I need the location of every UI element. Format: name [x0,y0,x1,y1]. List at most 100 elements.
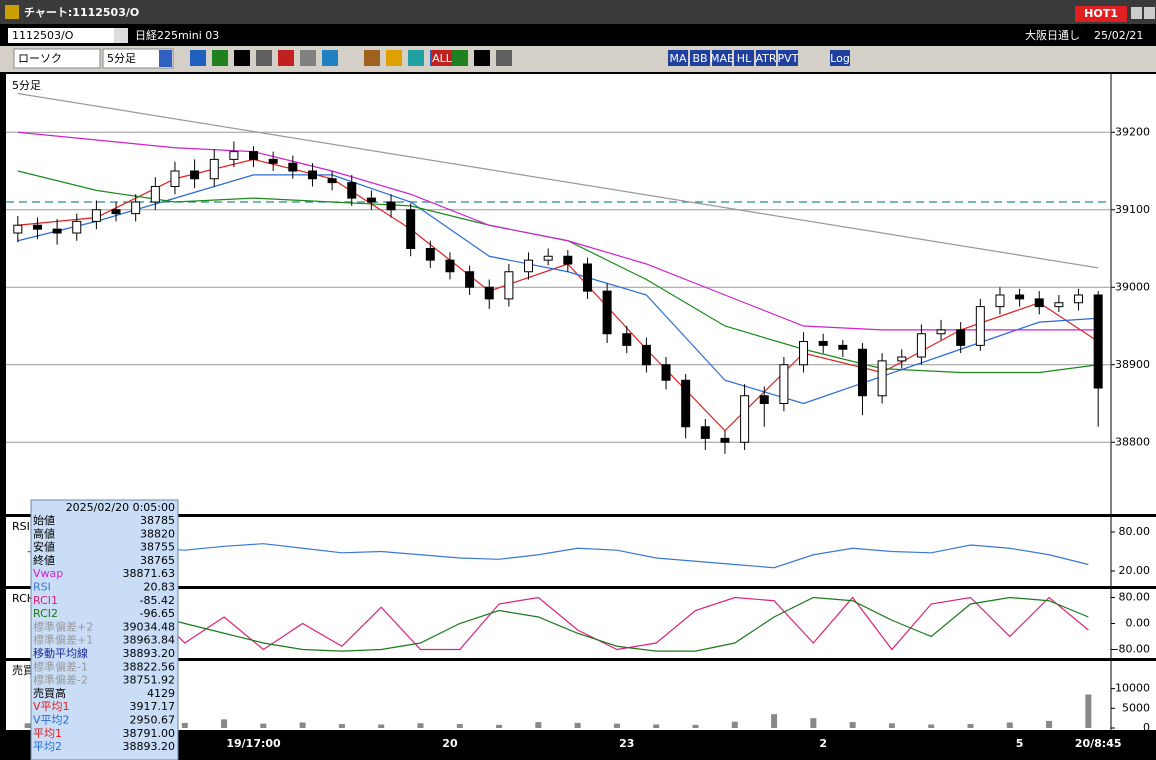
candle-body [150,186,160,203]
toolbar-button-label: PVT [778,52,799,65]
info-value: 38765 [140,554,175,567]
panel-label: RCI [12,592,30,605]
title-bar [0,0,1156,24]
window-title: チャート:1112503/O [24,6,139,19]
candle-body [13,224,23,234]
info-label: RCI2 [33,607,58,620]
candle-body [897,356,907,362]
info-label: 始値 [33,513,55,527]
info-label: RSI [33,581,51,594]
volume-bar [888,723,895,728]
volume-bar [221,719,228,728]
toolbar-icon[interactable] [496,50,512,66]
candle-body [484,286,494,300]
toolbar-icon[interactable] [212,50,228,66]
toolbar-button[interactable] [778,50,798,66]
candle-body [543,255,553,261]
hot-badge[interactable] [1075,6,1127,22]
candle-body [916,333,926,358]
chart-type: ローソク [18,52,62,65]
info-value: 38963.84 [123,634,176,647]
info-label: Vwap [33,567,63,580]
info-label: 売買高 [33,686,66,700]
candle-body [1074,294,1084,304]
candle-body [661,364,671,381]
info-label: RCI1 [33,594,58,607]
code-dropdown[interactable] [114,28,128,43]
info-label: 安値 [33,540,55,554]
candle-body [700,426,710,439]
volume-bar [810,718,817,728]
toolbar-icon[interactable] [256,50,272,66]
toolbar-button[interactable] [690,50,710,66]
toolbar-icon[interactable] [364,50,380,66]
volume-bar [653,724,660,728]
volume-panel [6,661,1156,730]
volume-bar [1006,722,1013,728]
info-label: 標準偏差-2 [33,673,88,687]
panel-label: 5分足 [12,79,41,92]
toolbar-button-label: MA [669,52,686,65]
toolbar-button[interactable] [756,50,776,66]
toolbar-button[interactable] [734,50,754,66]
minimize-button[interactable] [1131,7,1142,19]
candle-body [268,158,278,164]
panel-label: RSI [12,520,30,533]
indicator-line [27,596,1089,652]
candle-body [740,395,750,443]
toolbar-button[interactable] [668,50,688,66]
toolbar-icon[interactable] [474,50,490,66]
toolbar-button-label: Log [830,52,850,65]
code-input[interactable] [8,28,128,43]
interval-dropdown[interactable] [159,50,172,67]
code-text: 1112503/O [12,29,74,42]
candle-body [818,341,828,346]
toolbar-icon[interactable] [300,50,316,66]
toolbar-icon[interactable] [386,50,402,66]
volume-bar [535,722,542,728]
indicator-line [17,131,1099,331]
toolbar-icon[interactable] [190,50,206,66]
toolbar-button[interactable] [830,50,850,66]
toolbar-icon[interactable] [408,50,424,66]
candle-body [190,170,200,180]
volume-bar [967,724,974,728]
indicator-line [27,543,1089,569]
toolbar-button[interactable] [432,50,452,66]
info-value: 38791.00 [123,727,176,740]
info-label: 標準偏差+1 [33,633,93,647]
info-value: 39034.48 [123,620,176,633]
volume-bar [299,722,306,728]
indicator-line [17,92,1099,269]
toolbar-icon[interactable] [452,50,468,66]
interval-select[interactable] [102,48,174,69]
toolbar-button[interactable] [712,50,732,66]
close-button[interactable] [1144,7,1155,19]
volume-bar [456,724,463,728]
info-label: 平均1 [33,727,62,740]
toolbar-icon[interactable] [234,50,250,66]
volume-bar [928,724,935,728]
volume-bar [1085,694,1092,728]
date: 25/02/21 [1094,29,1143,42]
candle-body [857,348,867,397]
toolbar-icon[interactable] [322,50,338,66]
candle-body [52,228,62,234]
indicator-line [27,596,1089,651]
volume-bar [24,723,31,728]
y-tick-label: 10000 [1115,682,1150,695]
hot-badge-text: HOT1 [1084,7,1118,20]
y-tick-label: 39000 [1115,280,1150,293]
toolbar-button-label: BB [692,52,707,65]
chart-type-select[interactable] [13,48,101,69]
y-tick-label: 0 [1143,721,1150,734]
volume-bar [338,724,345,728]
info-label: 移動平均線 [33,646,88,660]
x-tick-label: 19/17:00 [226,737,281,750]
candle-body [720,437,730,443]
toolbar-icon[interactable] [278,50,294,66]
toolbar-button-label: MAE [710,52,734,65]
candle-body [602,290,612,335]
info-value: 38755 [140,541,175,554]
toolbar-button-label: HL [737,52,752,65]
